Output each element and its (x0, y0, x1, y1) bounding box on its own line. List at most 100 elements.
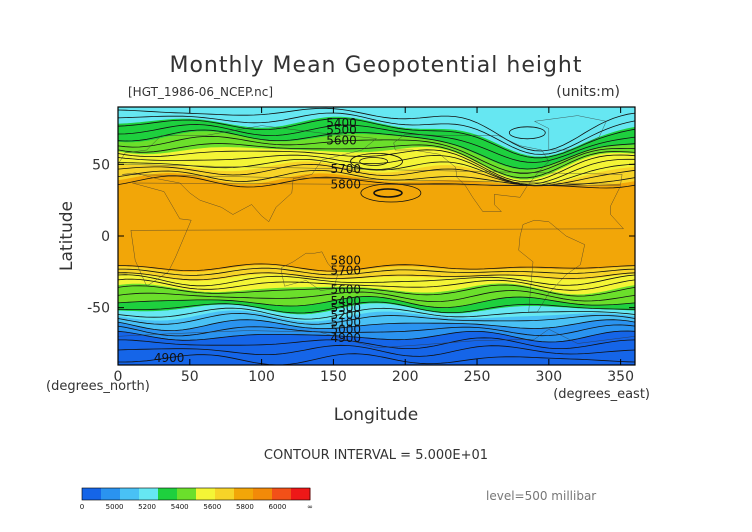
closed-contour (373, 188, 403, 198)
contour-labels: 5400550056005700580058005700560054005300… (154, 116, 361, 365)
contour-label: 5600 (326, 133, 357, 147)
contour-lines (118, 107, 635, 365)
contour-line (118, 278, 635, 291)
y-unit-label: (degrees_north) (46, 379, 150, 394)
contour-label: 5200 (331, 308, 362, 322)
contour-label: 5400 (326, 116, 357, 130)
contour-line (118, 159, 635, 186)
colorbar-swatch (215, 488, 235, 500)
contour-line (118, 263, 635, 272)
colorbar-tick-label: ∞ (307, 503, 313, 511)
y-tick-label: -50 (87, 301, 110, 317)
colorbar-tick-label: 5200 (138, 503, 156, 511)
contour-line (118, 344, 635, 357)
coastline (118, 328, 635, 349)
coastline (518, 219, 585, 313)
x-tick-label: 100 (248, 369, 275, 385)
colorbar-swatch (177, 488, 197, 500)
colorbar-swatch (82, 488, 102, 500)
closed-contour (359, 157, 389, 166)
x-tick-label: 250 (464, 369, 491, 385)
contour-line (118, 312, 635, 325)
units-label: (units:m) (556, 84, 620, 100)
colorbar-swatch (272, 488, 292, 500)
contour-line (118, 296, 635, 309)
colorbar-tick-label: 5800 (236, 503, 254, 511)
y-tick-label: 0 (101, 229, 110, 245)
polar-trough-fill (431, 107, 635, 150)
colorbar-swatch (101, 488, 121, 500)
contour-line (118, 124, 635, 163)
level-text: level=500 millibar (486, 489, 596, 503)
contour-line (118, 143, 635, 179)
contour-line (118, 353, 635, 365)
y-tick-label: 50 (92, 157, 110, 173)
contour-line (118, 290, 635, 303)
contour-label: 4900 (331, 331, 362, 345)
contour-label: 5800 (331, 178, 362, 192)
x-unit-label: (degrees_east) (553, 387, 650, 402)
colorbar-tick-label: 5400 (171, 503, 189, 511)
colorbar-swatch (253, 488, 273, 500)
colorbar-swatch (120, 488, 140, 500)
x-tick-label: 350 (607, 369, 634, 385)
colorbar-tick-label: 5000 (106, 503, 124, 511)
contour-line (118, 301, 635, 314)
contour-line (118, 129, 635, 170)
contour-line (118, 337, 635, 349)
contour-line (118, 330, 635, 343)
coastline (118, 125, 623, 223)
contour-label: 4900 (154, 351, 185, 365)
coastline (393, 133, 550, 212)
contour-line (118, 319, 635, 332)
chart-title: Monthly Mean Geopotential height (169, 53, 582, 78)
contour-line (118, 112, 635, 155)
colorbar-frame (81, 487, 311, 501)
contour-label: 5300 (331, 301, 362, 315)
colorbar: 0 5000 5200 5400 5600 5800 6000 ∞ (80, 487, 313, 511)
colorbar-swatch (196, 488, 216, 500)
contour-line (118, 284, 635, 297)
x-tick-label: 200 (392, 369, 419, 385)
coastline (281, 251, 338, 291)
x-tick-label: 300 (535, 369, 562, 385)
contour-line (118, 118, 635, 159)
closed-contour (508, 126, 546, 140)
contour-line (118, 135, 635, 174)
coastline (533, 115, 607, 151)
x-tick-label: 50 (181, 369, 199, 385)
contour-label: 5400 (331, 294, 362, 308)
contour-line (118, 324, 635, 337)
x-axis-title: Longitude (334, 405, 419, 425)
contour-line (118, 149, 635, 183)
contour-label: 5000 (331, 323, 362, 337)
colorbar-tick-label: 6000 (268, 503, 286, 511)
colorbar-tick-label: 5600 (203, 503, 221, 511)
coastlines (118, 115, 635, 349)
contour-line (118, 267, 635, 276)
colorbar-swatch (291, 488, 311, 500)
coastline (130, 182, 625, 287)
colorbar-swatch (234, 488, 254, 500)
contour-line (118, 307, 635, 320)
contour-label: 5500 (326, 123, 357, 137)
contour-label: 5700 (331, 264, 362, 278)
x-tick-label: 0 (114, 369, 123, 385)
y-axis-ticks: 50 0 -50 (87, 157, 635, 317)
colorbar-swatch (158, 488, 178, 500)
contour-line (118, 274, 635, 287)
band-5 (118, 172, 635, 273)
contour-label: 5100 (331, 315, 362, 329)
contour-label: 5700 (331, 162, 362, 176)
source-label: [HGT_1986-06_NCEP.nc] (128, 85, 273, 99)
contour-line (118, 272, 635, 281)
contour-label: 5800 (331, 254, 362, 268)
x-tick-label: 150 (320, 369, 347, 385)
contour-interval-text: CONTOUR INTERVAL = 5.000E+01 (264, 448, 488, 463)
contour-label: 5600 (331, 282, 362, 296)
colorbar-tick-label: 0 (80, 503, 84, 511)
colorbar-swatch (139, 488, 159, 500)
y-axis-title: Latitude (57, 201, 77, 271)
contour-line (118, 154, 635, 185)
